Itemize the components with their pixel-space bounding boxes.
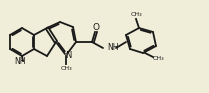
Text: NH: NH: [107, 43, 119, 52]
Text: NH: NH: [14, 57, 26, 66]
Text: CH₃: CH₃: [152, 56, 164, 61]
Text: CH₃: CH₃: [130, 12, 142, 17]
Text: CH₃: CH₃: [60, 65, 72, 70]
Text: N: N: [65, 50, 71, 60]
Text: O: O: [93, 24, 99, 32]
